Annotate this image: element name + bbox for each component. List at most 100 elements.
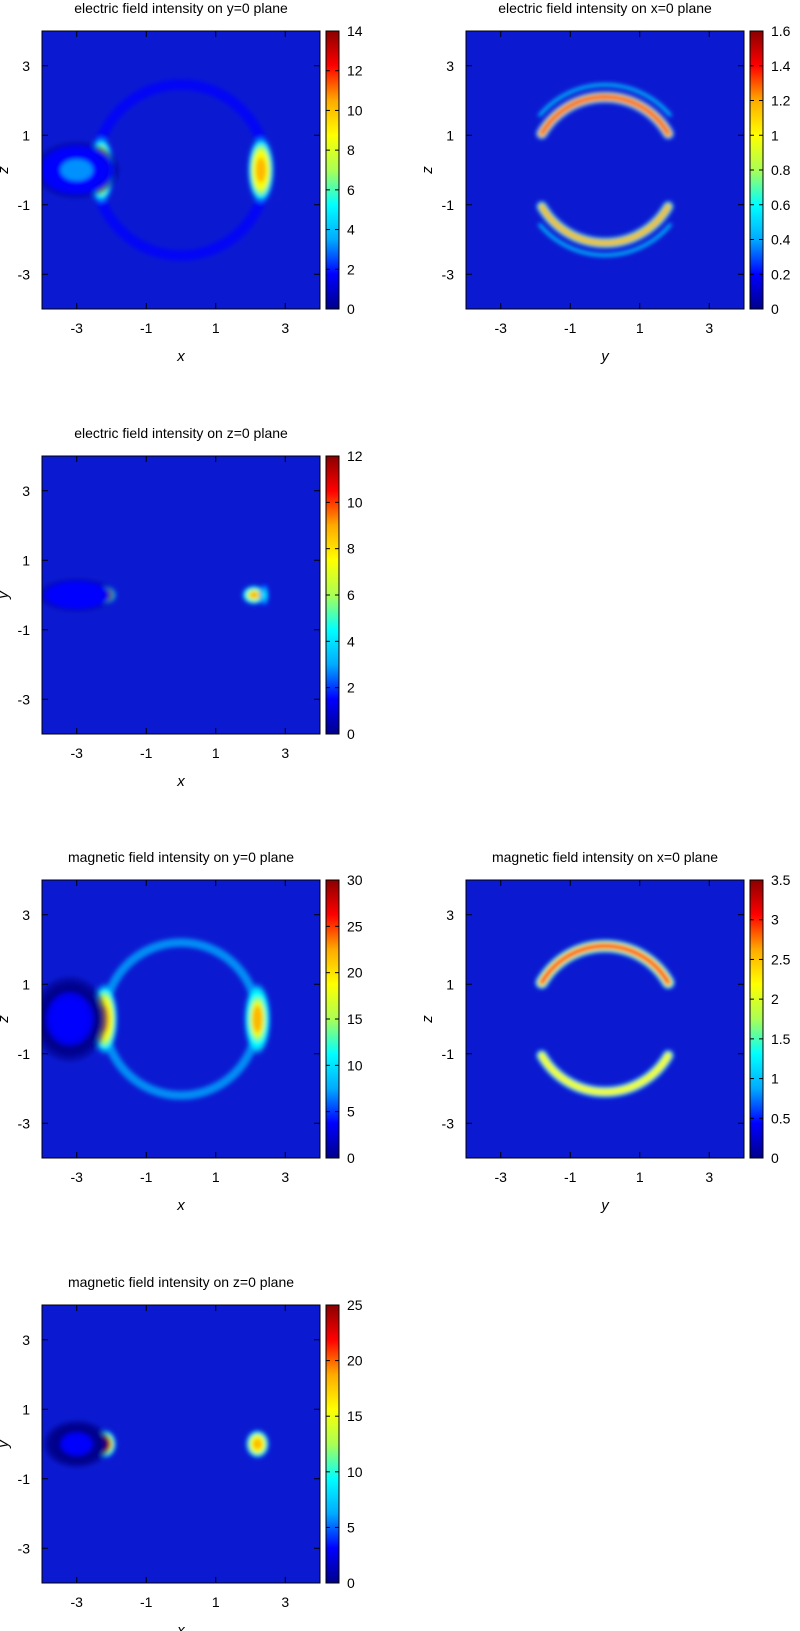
y-tick-label: -1: [442, 197, 455, 213]
y-tick-label: 1: [22, 976, 30, 992]
hotspot-2-level-6: [249, 591, 259, 599]
y-axis-label: y: [0, 1439, 12, 1449]
colorbar-tick-label: 3.5: [771, 872, 791, 888]
x-axis-label: x: [176, 1197, 185, 1214]
colorbar-tick-label: 0.2: [771, 266, 791, 282]
y-axis-label: z: [419, 166, 436, 175]
colorbar-tick-label: 0.8: [771, 162, 791, 178]
colorbar-tick-label: 4: [347, 222, 355, 238]
y-tick-label: -1: [18, 1471, 31, 1487]
plot-frame: [41, 455, 321, 735]
heatmap-panel-6: magnetic field intensity on z=0 plane -3 -…: [0, 1274, 363, 1631]
colorbar-tick-label: 2: [771, 991, 779, 1007]
x-tick-label: 1: [212, 745, 220, 761]
chart-title: magnetic field intensity on z=0 plane: [68, 1274, 294, 1290]
x-tick-label: 1: [636, 320, 644, 336]
colorbar-tick-label: 12: [347, 448, 363, 464]
plot-frame: [465, 879, 745, 1159]
hotspot-5-level-6: [62, 588, 92, 602]
y-tick-label: 3: [22, 58, 30, 74]
x-tick-label: -3: [71, 1594, 84, 1610]
y-tick-label: 1: [22, 127, 30, 143]
plot-frame: [465, 30, 745, 310]
y-tick-label: 3: [446, 907, 454, 923]
colorbar-tick-label: 0: [771, 1150, 779, 1166]
colorbar-tick-label: 3: [771, 912, 779, 928]
field-arc-4-level-3: [539, 224, 671, 256]
x-tick-label: -3: [495, 1169, 508, 1185]
x-tick-label: -1: [564, 320, 577, 336]
colorbar: [325, 1304, 340, 1584]
x-axis-label: x: [176, 773, 185, 790]
colorbar-tick-label: 1.4: [771, 58, 791, 74]
colorbar-tick-label: 0.4: [771, 232, 791, 248]
x-tick-label: 3: [281, 320, 289, 336]
colorbar-tick-label: 4: [347, 633, 355, 649]
colorbar-tick-label: 1.2: [771, 93, 791, 109]
hotspot-4-level-6: [262, 590, 267, 600]
y-axis-label: z: [419, 1015, 436, 1024]
colorbar-tick-label: 10: [347, 1464, 363, 1480]
x-tick-label: -1: [140, 1594, 153, 1610]
y-tick-label: -1: [18, 622, 31, 638]
y-tick-label: -3: [442, 1115, 455, 1131]
hotspot-4-level-6: [55, 1002, 85, 1036]
heatmap-background: [466, 880, 744, 1158]
heatmap-panel-4: magnetic field intensity on y=0 plane -3 -…: [0, 849, 363, 1214]
plot-frame: [41, 1304, 321, 1584]
plot-frame: [41, 30, 321, 310]
field-arc-1-level-3: [539, 94, 671, 136]
heatmap-panel-1: electric field intensity on y=0 plane -3 -…: [0, 0, 363, 365]
colorbar-tick-label: 15: [347, 1011, 363, 1027]
x-tick-label: 3: [281, 745, 289, 761]
colorbar-tick-label: 2: [347, 680, 355, 696]
heatmap-panel-3: electric field intensity on z=0 plane -3 -…: [0, 425, 363, 790]
x-tick-label: -1: [140, 320, 153, 336]
x-axis-label: x: [176, 348, 185, 365]
colorbar-tick-label: 6: [347, 587, 355, 603]
x-tick-label: 1: [636, 1169, 644, 1185]
colorbar-tick-label: 14: [347, 23, 363, 39]
colorbar-tick-label: 8: [347, 142, 355, 158]
colorbar-tick-label: 20: [347, 1353, 363, 1369]
x-tick-label: -1: [140, 1169, 153, 1185]
y-tick-label: -3: [18, 266, 31, 282]
colorbar-tick-label: 12: [347, 63, 363, 79]
y-axis-label: z: [0, 166, 12, 175]
y-tick-label: 1: [446, 976, 454, 992]
colorbar: [325, 30, 340, 310]
x-axis-label: y: [600, 1197, 610, 1214]
x-tick-label: -3: [71, 320, 84, 336]
field-arc-2-level-3: [539, 204, 671, 246]
hotspot-4-level-6: [255, 157, 266, 183]
colorbar-tick-label: 0.5: [771, 1110, 791, 1126]
colorbar-tick-label: 20: [347, 965, 363, 981]
y-tick-label: 1: [22, 552, 30, 568]
colorbar-tick-label: 2.5: [771, 951, 791, 967]
x-tick-label: -3: [71, 1169, 84, 1185]
y-tick-label: -3: [18, 691, 31, 707]
chart-title: magnetic field intensity on x=0 plane: [492, 849, 718, 865]
x-tick-label: 1: [212, 1594, 220, 1610]
y-tick-label: 3: [446, 58, 454, 74]
hotspot-3-level-6: [252, 1005, 263, 1033]
x-tick-label: 3: [281, 1169, 289, 1185]
colorbar-tick-label: 0: [347, 301, 355, 317]
chart-title: electric field intensity on y=0 plane: [74, 0, 288, 16]
plot-frame: [41, 879, 321, 1159]
field-arc-2-level-3: [539, 1053, 671, 1095]
colorbar-tick-label: 1.5: [771, 1031, 791, 1047]
x-tick-label: 3: [705, 1169, 713, 1185]
x-tick-label: 1: [212, 1169, 220, 1185]
colorbar-tick-label: 30: [347, 872, 363, 888]
y-tick-label: -1: [18, 197, 31, 213]
hotspot-2-level-6: [252, 1438, 262, 1450]
colorbar: [749, 879, 764, 1159]
x-tick-label: -1: [564, 1169, 577, 1185]
colorbar-tick-label: 6: [347, 182, 355, 198]
colorbar-tick-label: 25: [347, 918, 363, 934]
x-tick-label: -1: [140, 745, 153, 761]
y-tick-label: 1: [446, 127, 454, 143]
x-tick-label: 3: [705, 320, 713, 336]
